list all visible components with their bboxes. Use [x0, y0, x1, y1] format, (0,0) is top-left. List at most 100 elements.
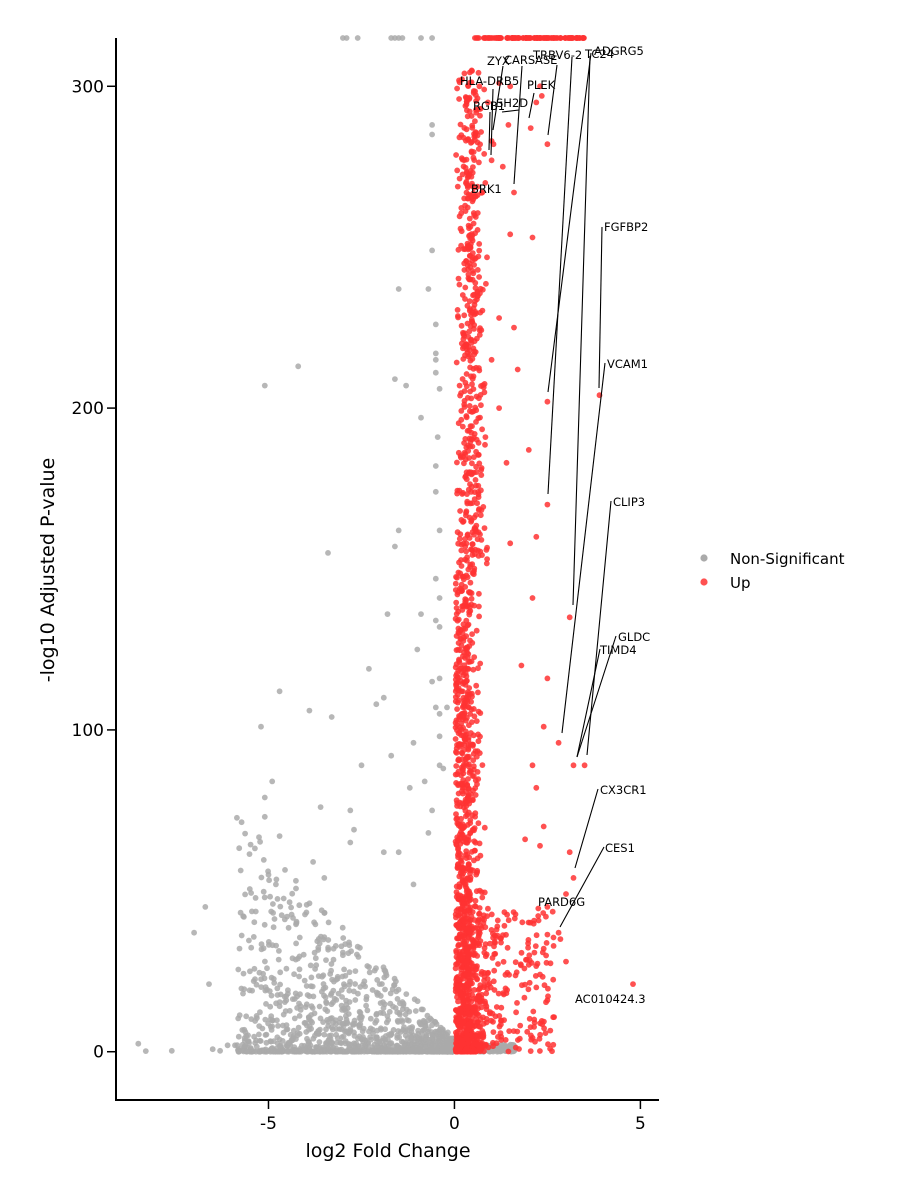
- point-non-significant: [274, 1017, 280, 1024]
- point-non-significant: [382, 986, 388, 993]
- point-up: [537, 1048, 543, 1054]
- legend-marker-non-significant: [700, 554, 708, 562]
- point-up: [456, 884, 463, 890]
- point-up: [477, 710, 484, 716]
- point-up: [472, 897, 479, 904]
- point-non-significant: [302, 1004, 309, 1010]
- point-non-significant: [429, 35, 435, 41]
- point-non-significant: [323, 1040, 329, 1046]
- point-up: [458, 563, 465, 569]
- point-non-significant: [327, 971, 334, 977]
- point-non-significant: [377, 1025, 384, 1032]
- point-up: [550, 934, 557, 941]
- point-non-significant: [142, 1048, 149, 1054]
- point-up: [461, 836, 468, 842]
- point-non-significant: [248, 944, 255, 951]
- point-up: [550, 1014, 557, 1021]
- point-up: [476, 506, 482, 512]
- gene-label: CX3CR1: [600, 783, 647, 797]
- point-non-significant: [418, 414, 424, 421]
- point-non-significant: [252, 895, 259, 901]
- point-up: [461, 401, 468, 408]
- point-non-significant: [356, 1008, 363, 1015]
- point-non-significant: [309, 983, 316, 990]
- point-non-significant: [366, 1028, 372, 1035]
- point-up: [490, 978, 497, 985]
- point-non-significant: [240, 970, 247, 977]
- point-non-significant: [429, 131, 435, 138]
- point-non-significant: [432, 350, 439, 357]
- point-non-significant: [242, 891, 249, 898]
- point-up: [513, 1009, 519, 1016]
- point-non-significant: [307, 1048, 314, 1055]
- point-non-significant: [256, 1048, 262, 1055]
- point-up: [475, 1041, 482, 1048]
- point-up: [498, 1004, 505, 1011]
- point-up: [495, 961, 501, 967]
- point-up: [456, 1015, 463, 1022]
- point-non-significant: [401, 1024, 407, 1031]
- point-non-significant: [392, 376, 398, 382]
- points-up: [477, 80, 636, 1004]
- point-up: [472, 847, 478, 854]
- point-up: [463, 258, 470, 264]
- point-non-significant: [322, 994, 329, 1001]
- label-leader-line: [576, 648, 601, 758]
- point-non-significant: [323, 957, 329, 963]
- point-non-significant: [276, 1036, 283, 1043]
- point-up: [545, 985, 551, 992]
- point-non-significant: [379, 981, 385, 987]
- point-non-significant: [342, 1038, 349, 1044]
- point-non-significant: [373, 1034, 380, 1040]
- point-up: [460, 637, 467, 644]
- legend-marker-up: [700, 578, 708, 586]
- point-up: [454, 670, 460, 677]
- label-leader-line: [561, 362, 606, 734]
- point-up: [519, 919, 526, 926]
- point-up: [472, 748, 479, 754]
- point-non-significant: [260, 857, 267, 863]
- point-up: [463, 512, 469, 519]
- point-up: [470, 963, 477, 970]
- point-up: [526, 957, 533, 964]
- point-non-significant: [386, 1048, 393, 1055]
- point-non-significant: [410, 881, 417, 888]
- point-up: [478, 402, 484, 409]
- point-up: [463, 371, 470, 377]
- point-up: [458, 242, 464, 249]
- point-non-significant: [395, 286, 402, 292]
- point-up: [470, 90, 477, 96]
- point-non-significant: [399, 35, 406, 41]
- point-up: [465, 83, 472, 89]
- point-non-significant: [429, 807, 435, 814]
- point-non-significant: [256, 1031, 262, 1038]
- point-non-significant: [402, 1011, 409, 1018]
- point-non-significant: [246, 987, 253, 994]
- point-non-significant: [356, 1022, 363, 1029]
- point-non-significant: [334, 1035, 341, 1041]
- point-non-significant: [302, 1020, 309, 1026]
- point-non-significant: [364, 963, 371, 969]
- point-up: [492, 1013, 499, 1020]
- point-non-significant: [277, 991, 284, 998]
- point-up: [545, 1041, 551, 1048]
- point-up: [487, 940, 493, 947]
- point-up: [533, 784, 540, 791]
- point-up: [511, 189, 517, 196]
- point-up: [482, 434, 489, 440]
- point-non-significant: [273, 942, 279, 949]
- point-up: [459, 630, 466, 637]
- point-non-significant: [295, 1024, 302, 1031]
- point-up: [461, 997, 467, 1003]
- point-non-significant: [249, 908, 255, 915]
- point-non-significant: [316, 1039, 323, 1045]
- point-up: [469, 631, 475, 637]
- point-up: [506, 1028, 513, 1034]
- point-non-significant: [252, 1018, 258, 1024]
- point-non-significant: [423, 1032, 430, 1038]
- point-up: [464, 1027, 471, 1033]
- point-up: [482, 1043, 489, 1049]
- point-non-significant: [302, 911, 308, 918]
- point-up: [464, 240, 471, 247]
- point-non-significant: [436, 624, 443, 630]
